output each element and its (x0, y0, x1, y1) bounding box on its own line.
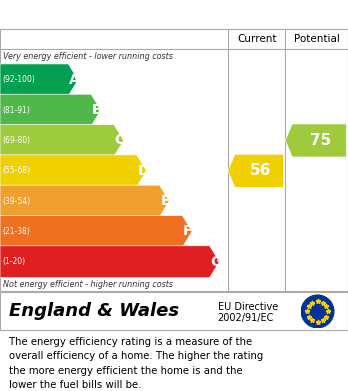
Polygon shape (0, 246, 220, 278)
Text: (39-54): (39-54) (3, 197, 31, 206)
Text: E: E (160, 194, 170, 208)
Text: 56: 56 (250, 163, 271, 178)
Text: G: G (211, 255, 222, 269)
Text: Not energy efficient - higher running costs: Not energy efficient - higher running co… (3, 280, 173, 289)
Text: (69-80): (69-80) (3, 136, 31, 145)
Text: (1-20): (1-20) (3, 257, 26, 266)
Text: (55-68): (55-68) (3, 166, 31, 175)
Text: Very energy efficient - lower running costs: Very energy efficient - lower running co… (3, 52, 173, 61)
Text: A: A (69, 73, 80, 87)
Polygon shape (0, 155, 147, 187)
Circle shape (301, 295, 334, 328)
Text: Current: Current (237, 34, 276, 44)
Text: F: F (183, 224, 192, 239)
Polygon shape (0, 124, 124, 156)
Text: The energy efficiency rating is a measure of the
overall efficiency of a home. T: The energy efficiency rating is a measur… (9, 337, 263, 390)
Text: 75: 75 (309, 133, 331, 148)
Text: Potential: Potential (294, 34, 340, 44)
Text: (81-91): (81-91) (3, 106, 31, 115)
Polygon shape (285, 124, 346, 157)
Text: B: B (92, 103, 103, 117)
Text: D: D (137, 164, 149, 178)
Text: EU Directive: EU Directive (218, 302, 278, 312)
Text: Energy Efficiency Rating: Energy Efficiency Rating (9, 7, 219, 22)
Polygon shape (0, 94, 101, 126)
Text: (92-100): (92-100) (3, 75, 35, 84)
Polygon shape (0, 185, 169, 217)
Polygon shape (0, 215, 192, 248)
Polygon shape (228, 154, 284, 187)
Text: 2002/91/EC: 2002/91/EC (218, 313, 274, 323)
Text: (21-38): (21-38) (3, 227, 31, 236)
Text: England & Wales: England & Wales (9, 302, 179, 321)
Text: C: C (115, 133, 125, 147)
Polygon shape (0, 64, 78, 96)
